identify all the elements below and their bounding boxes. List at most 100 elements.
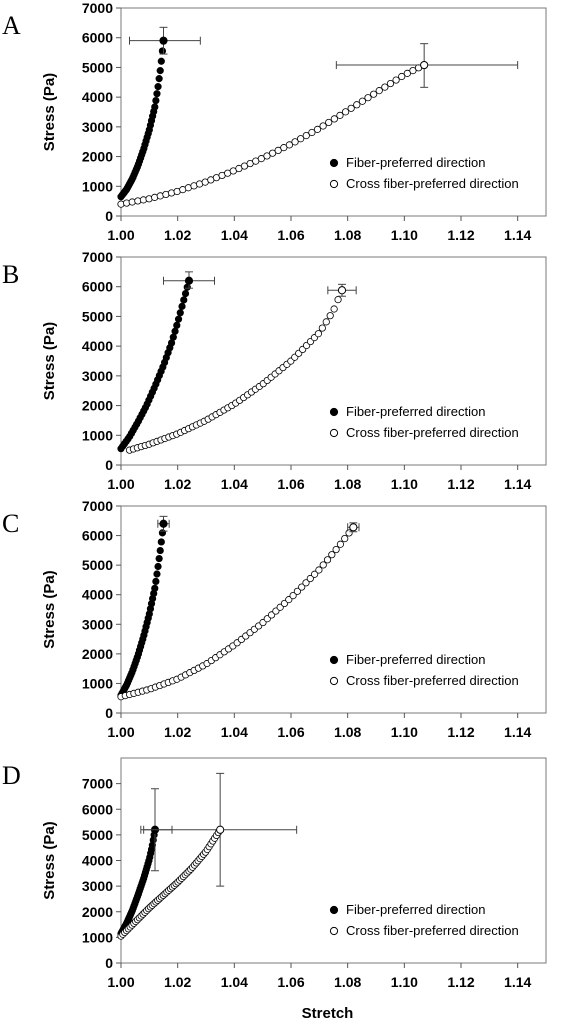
data-point [314, 330, 322, 338]
data-point [176, 309, 184, 317]
data-point [263, 152, 271, 160]
data-point [325, 118, 333, 127]
data-point [353, 101, 361, 109]
y-tick-label: 3000 [82, 119, 113, 135]
panel-c: C 0 1000 2000 3000 4000 5000 6000 7000 1.00 1.02 1.… [2, 498, 547, 740]
y-tick-label: 7000 [82, 498, 113, 514]
data-point [386, 79, 395, 88]
x-tick-label: 1.08 [334, 227, 361, 243]
x-tick-label: 1.08 [334, 476, 361, 492]
legend-label: Fiber-preferred direction [346, 902, 485, 917]
data-point [181, 289, 190, 298]
plot-area [120, 7, 547, 217]
data-point [375, 87, 383, 95]
data-point [315, 566, 323, 574]
series-fiber-preferred [117, 271, 215, 453]
x-tick-label: 1.00 [107, 227, 134, 243]
x-tick-label: 1.14 [504, 724, 531, 740]
y-tick-label: 0 [105, 208, 113, 224]
data-point [336, 540, 345, 548]
data-point [155, 75, 163, 83]
legend-marker [329, 158, 339, 168]
data-point [341, 535, 349, 543]
series-cross-fiber-preferred [117, 522, 360, 701]
x-tick-label: 1.02 [164, 227, 191, 243]
data-point [322, 318, 330, 326]
data-point [180, 296, 188, 304]
data-point [156, 67, 164, 75]
panel-label: A [2, 11, 21, 40]
end-point [349, 523, 358, 532]
y-tick-label: 2000 [82, 646, 113, 662]
legend-marker [329, 926, 339, 936]
y-axis-title: Stress (Pa) [41, 821, 58, 899]
x-tick-label: 1.04 [221, 974, 248, 990]
data-point [158, 529, 167, 537]
data-point [403, 69, 411, 77]
legend: Fiber-preferred direction Cross fiber-pre… [329, 652, 519, 688]
series-fiber-preferred [117, 26, 201, 201]
plot-area [120, 256, 547, 466]
y-tick-label: 1000 [82, 929, 113, 945]
x-tick-label: 1.12 [447, 724, 474, 740]
data-point [297, 135, 305, 143]
legend-marker [329, 179, 339, 189]
y-tick-label: 1000 [82, 427, 113, 443]
x-tick-label: 1.14 [504, 227, 531, 243]
y-tick-label: 0 [105, 457, 113, 473]
y-tick-label: 6000 [82, 30, 113, 46]
panel-b: B 0 1000 2000 3000 4000 5000 6000 7000 1.00 1.02 1.… [2, 249, 547, 492]
data-point [392, 76, 400, 84]
x-tick-label: 1.10 [391, 724, 418, 740]
data-point [370, 90, 378, 98]
data-point [302, 579, 310, 587]
data-point [274, 146, 282, 155]
y-tick-label: 0 [105, 955, 113, 971]
data-point [336, 111, 344, 119]
x-tick-label: 1.04 [221, 476, 248, 492]
y-tick-label: 7000 [82, 249, 113, 265]
data-point [151, 584, 159, 592]
x-tick-label: 1.02 [164, 974, 191, 990]
data-point [332, 545, 340, 554]
x-tick-label: 1.02 [164, 724, 191, 740]
data-point [155, 554, 163, 563]
legend: Fiber-preferred direction Cross fiber-pre… [329, 155, 519, 191]
panel-d: D 0 1000 2000 3000 4000 5000 6000 7000 1.00 1.02 1.… [2, 757, 547, 1021]
legend-marker [329, 655, 339, 665]
y-tick-label: 4000 [82, 338, 113, 354]
data-point [157, 538, 165, 546]
data-point [358, 97, 367, 105]
x-tick-label: 1.06 [277, 476, 304, 492]
data-point [341, 108, 350, 116]
data-point [157, 57, 165, 65]
x-tick-label: 1.08 [334, 724, 361, 740]
data-point [156, 546, 164, 555]
y-tick-label: 6000 [82, 279, 113, 295]
data-point [169, 333, 177, 341]
data-point [153, 570, 161, 578]
data-point [308, 128, 316, 137]
x-tick-label: 1.04 [221, 724, 248, 740]
data-point [409, 67, 417, 75]
legend-marker [329, 905, 339, 915]
data-point [319, 122, 327, 130]
y-tick-label: 6000 [82, 528, 113, 544]
x-tick-label: 1.12 [447, 974, 474, 990]
legend-marker [329, 428, 339, 438]
data-point [334, 296, 342, 304]
x-tick-label: 1.06 [277, 724, 304, 740]
panel-label: D [2, 761, 21, 790]
x-tick-label: 1.10 [391, 476, 418, 492]
y-tick-label: 6000 [82, 801, 113, 817]
x-tick-label: 1.12 [447, 476, 474, 492]
data-point [293, 587, 302, 595]
data-point [257, 155, 265, 163]
x-tick-label: 1.10 [391, 974, 418, 990]
panel-label: C [2, 509, 19, 538]
x-tick-label: 1.00 [107, 724, 134, 740]
x-tick-label: 1.04 [221, 227, 248, 243]
y-tick-label: 1000 [82, 675, 113, 691]
y-tick-label: 2000 [82, 904, 113, 920]
